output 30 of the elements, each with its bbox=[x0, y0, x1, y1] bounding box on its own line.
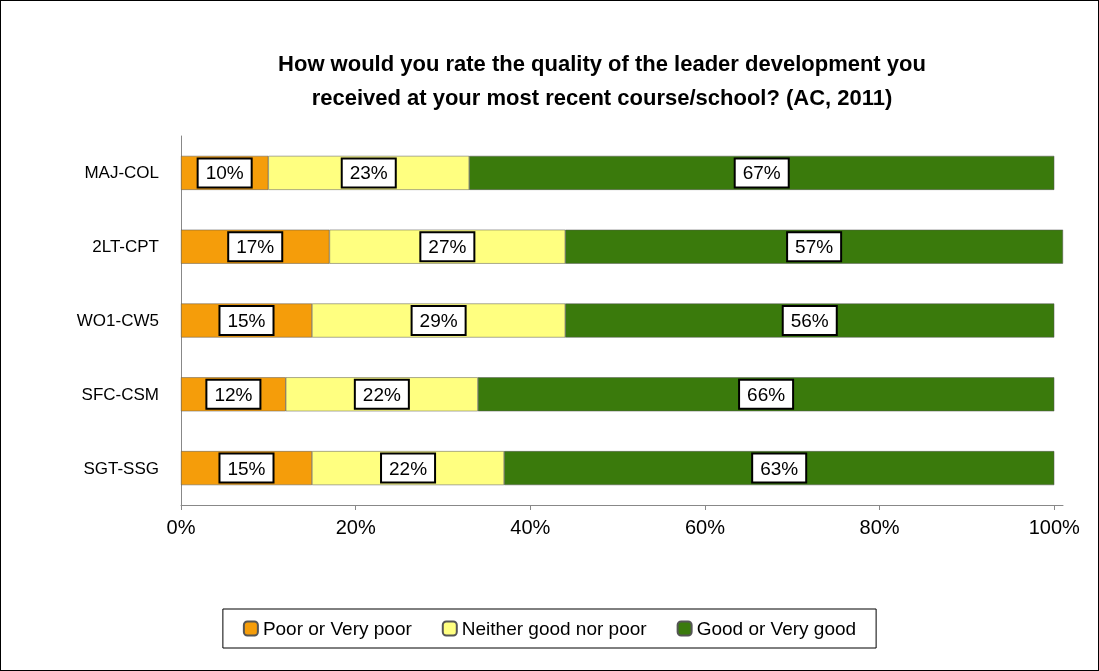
data-label: 10% bbox=[205, 162, 244, 184]
y-tick-label: 2LT-CPT bbox=[92, 237, 159, 257]
data-label: 12% bbox=[214, 383, 253, 405]
data-label: 67% bbox=[742, 162, 781, 184]
x-tick-label: 20% bbox=[335, 516, 376, 538]
data-label: 29% bbox=[419, 310, 458, 331]
y-tick-label: SFC-CSM bbox=[81, 384, 159, 404]
data-label: 17% bbox=[236, 236, 275, 258]
data-label: 23% bbox=[349, 162, 388, 184]
data-label: 63% bbox=[760, 457, 799, 479]
y-tick-label: SGT-SSG bbox=[83, 458, 159, 478]
legend-label: Poor or Very poor bbox=[262, 618, 413, 639]
data-label: 15% bbox=[227, 310, 266, 331]
chart-title: How would you rate the quality of the leader development you received at your most recent course/school? (AC, 2011) bbox=[278, 50, 926, 110]
data-label: 27% bbox=[428, 236, 467, 258]
data-label: 15% bbox=[227, 457, 266, 479]
legend-label: Neither good nor poor bbox=[461, 618, 648, 639]
y-tick-label: WO1-CW5 bbox=[76, 311, 159, 330]
data-label: 57% bbox=[795, 236, 834, 258]
legend-label: Good or Very good bbox=[696, 618, 857, 639]
data-label: 22% bbox=[362, 383, 401, 405]
data-label: 22% bbox=[389, 457, 428, 479]
x-tick-label: 40% bbox=[510, 516, 551, 538]
x-tick-label: 60% bbox=[684, 516, 726, 538]
x-tick-label: 100% bbox=[1028, 516, 1081, 538]
x-tick-label: 80% bbox=[859, 516, 900, 538]
x-tick-label: 0% bbox=[166, 516, 196, 538]
data-label: 56% bbox=[790, 310, 829, 331]
y-tick-label: MAJ-COL bbox=[84, 163, 159, 183]
data-label: 66% bbox=[747, 383, 786, 405]
